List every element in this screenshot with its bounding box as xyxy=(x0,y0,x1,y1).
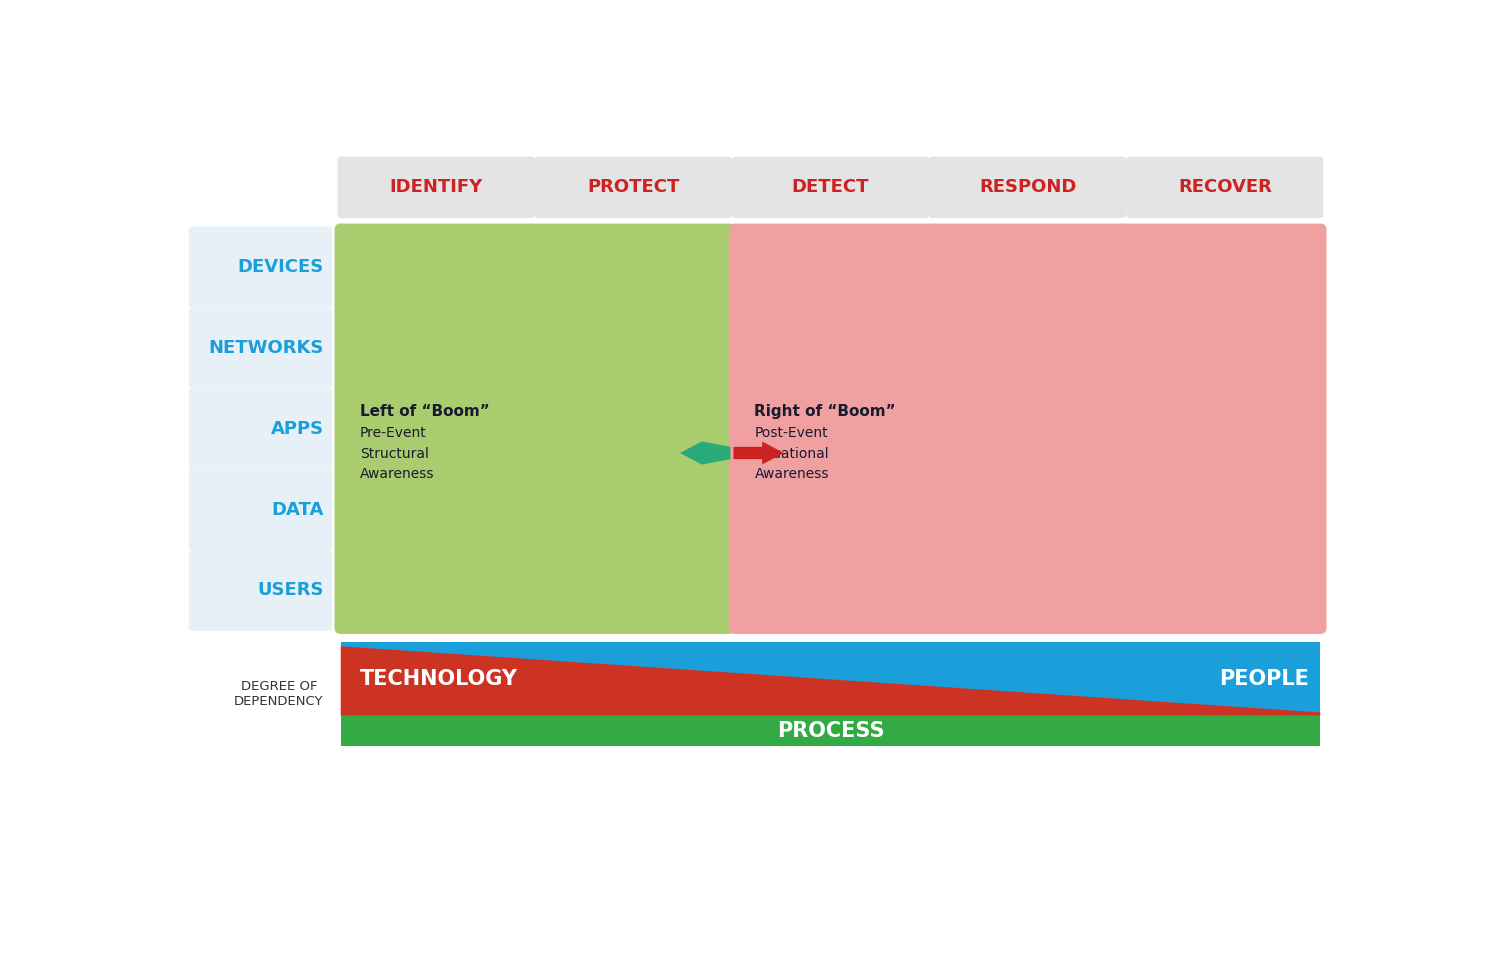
Text: DATA: DATA xyxy=(272,501,324,518)
Text: USERS: USERS xyxy=(257,582,324,600)
FancyBboxPatch shape xyxy=(189,308,333,388)
FancyBboxPatch shape xyxy=(733,156,930,218)
Text: PEOPLE: PEOPLE xyxy=(1219,669,1308,689)
Text: Left of “Boom”: Left of “Boom” xyxy=(360,404,489,420)
Text: Pre-Event
Structural
Awareness: Pre-Event Structural Awareness xyxy=(360,426,434,481)
Text: DEVICES: DEVICES xyxy=(237,258,324,276)
FancyBboxPatch shape xyxy=(1126,156,1323,218)
Text: PROTECT: PROTECT xyxy=(588,178,679,196)
FancyBboxPatch shape xyxy=(930,156,1126,218)
Text: DETECT: DETECT xyxy=(792,178,870,196)
Text: TECHNOLOGY: TECHNOLOGY xyxy=(360,669,518,689)
FancyBboxPatch shape xyxy=(534,156,733,218)
FancyBboxPatch shape xyxy=(334,223,736,634)
FancyBboxPatch shape xyxy=(189,227,333,308)
Polygon shape xyxy=(340,647,1320,716)
Polygon shape xyxy=(734,442,783,465)
Text: Right of “Boom”: Right of “Boom” xyxy=(755,404,897,420)
FancyBboxPatch shape xyxy=(337,156,534,218)
FancyBboxPatch shape xyxy=(189,388,333,469)
Text: RESPOND: RESPOND xyxy=(979,178,1076,196)
FancyBboxPatch shape xyxy=(189,550,333,631)
FancyBboxPatch shape xyxy=(189,469,333,550)
Text: IDENTIFY: IDENTIFY xyxy=(389,178,483,196)
Text: RECOVER: RECOVER xyxy=(1177,178,1271,196)
FancyBboxPatch shape xyxy=(730,223,1326,634)
Text: NETWORKS: NETWORKS xyxy=(209,339,324,357)
Text: APPS: APPS xyxy=(270,420,324,438)
Polygon shape xyxy=(680,442,731,465)
Text: Post-Event
Situational
Awareness: Post-Event Situational Awareness xyxy=(755,426,830,481)
FancyBboxPatch shape xyxy=(340,716,1320,746)
Text: PROCESS: PROCESS xyxy=(777,721,885,741)
Text: DEGREE OF
DEPENDENCY: DEGREE OF DEPENDENCY xyxy=(234,680,324,708)
FancyBboxPatch shape xyxy=(340,643,1320,746)
